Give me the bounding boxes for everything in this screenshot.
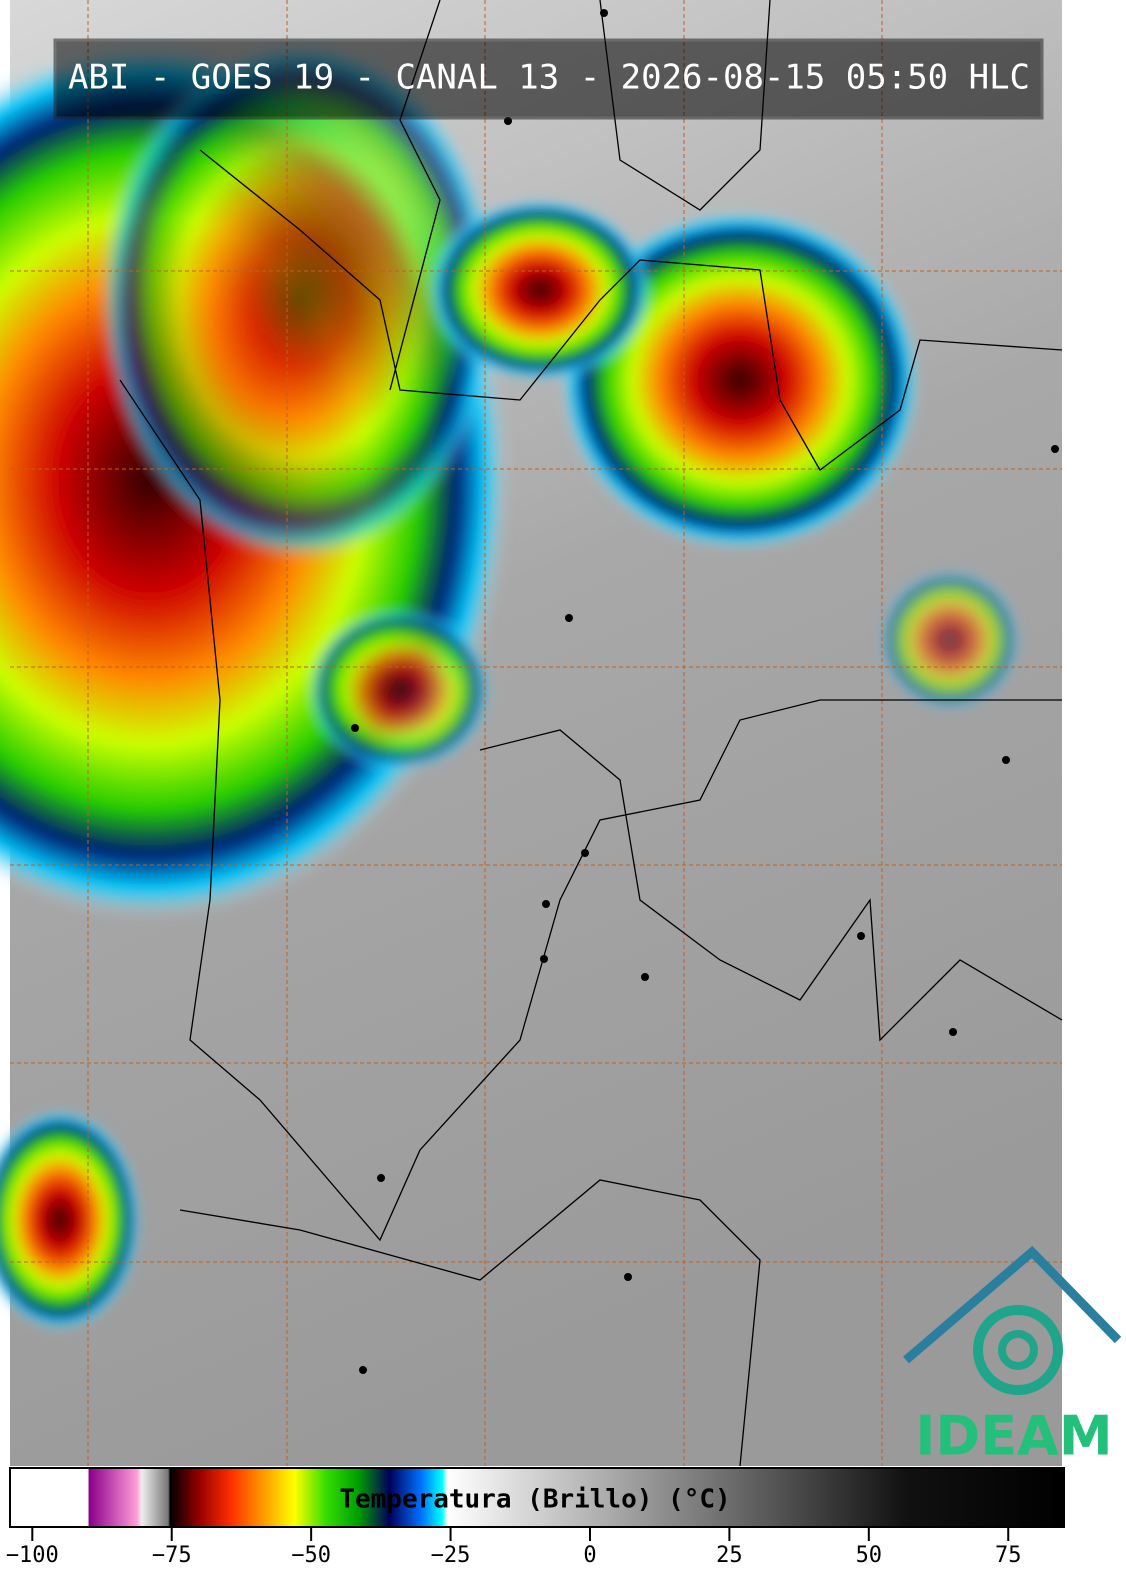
colorbar: Temperatura (Brillo) (°C) −100 −75 −50 −25 0… <box>6 1467 1065 1568</box>
colorbar-tick-label: −50 <box>291 1543 331 1568</box>
colorbar-tick-label: 75 <box>995 1543 1022 1568</box>
satellite-map <box>0 0 1063 1467</box>
title: ABI - GOES 19 - CANAL 13 - 2026-08-15 05… <box>68 58 1030 98</box>
title-box <box>53 38 1044 120</box>
logo-text: IDEAM <box>915 1405 1112 1468</box>
logo: IDEAM <box>903 1245 1122 1468</box>
colorbar-tick-label: 0 <box>583 1543 596 1568</box>
logo-swirl <box>973 1305 1063 1395</box>
colorbar-tick-label: 25 <box>716 1543 743 1568</box>
graticule <box>10 0 1062 1466</box>
colorbar-tick-label: −25 <box>431 1543 471 1568</box>
logo-swirl <box>998 1330 1038 1370</box>
colorbar-tick-label: −100 <box>6 1543 59 1568</box>
colorbar-label: Temperatura (Brillo) (°C) <box>339 1485 730 1515</box>
colorbar-tick-label: −75 <box>152 1543 192 1568</box>
logo-roof <box>903 1245 1122 1364</box>
colorbar-tick-label: 50 <box>856 1543 883 1568</box>
city-dots <box>351 9 1059 1374</box>
colorbar-scale <box>9 1467 1065 1528</box>
